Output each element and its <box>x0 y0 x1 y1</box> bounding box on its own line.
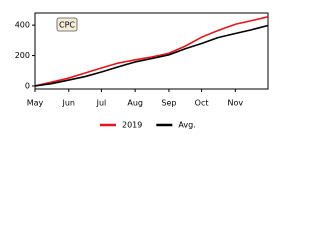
x-tick-label: Jun <box>62 99 76 108</box>
chart: CPC 0 200 400 May Jun Jul Aug Sep Oct Nov 2019 Avg. <box>15 12 269 130</box>
x-tick-label: Aug <box>127 99 143 108</box>
x-tick-label: May <box>27 99 44 108</box>
y-tick-label: 200 <box>15 51 30 60</box>
y-tick-label: 0 <box>25 81 30 90</box>
series-line <box>34 24 269 87</box>
x-tick-label: Nov <box>228 99 244 108</box>
series-line <box>34 16 269 87</box>
legend-label: 2019 <box>122 121 142 130</box>
annotation-box <box>56 17 78 32</box>
plot-frame <box>34 12 269 90</box>
x-tick-label: Jul <box>96 99 107 108</box>
annotation: CPC <box>59 21 75 30</box>
x-tick-label: Sep <box>161 99 176 108</box>
y-tick-label: 400 <box>15 21 30 30</box>
legend-label: Avg. <box>178 121 195 130</box>
x-tick-label: Oct <box>195 99 209 108</box>
